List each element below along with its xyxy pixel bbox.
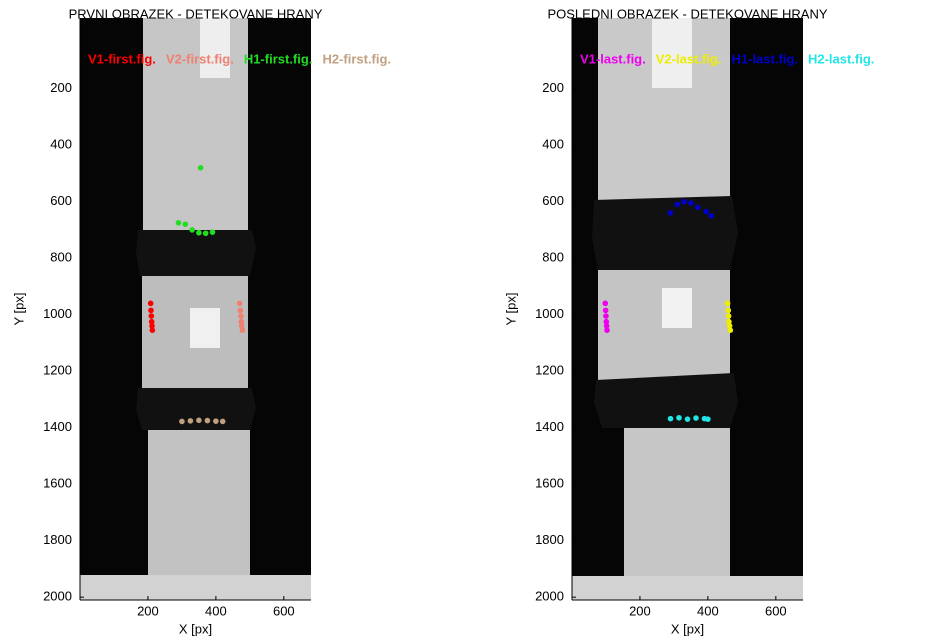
edge-point	[203, 230, 209, 236]
edge-point	[681, 199, 687, 205]
edge-point	[708, 213, 714, 219]
legend-entry: V1-last.fig.	[580, 51, 646, 66]
edge-point	[603, 308, 609, 314]
legend-entry: H2-first.fig.	[322, 51, 391, 66]
edge-point	[148, 308, 154, 314]
y-tick-label: 2000	[535, 589, 564, 604]
edge-point	[688, 200, 694, 206]
x-axis-label: X [px]	[179, 621, 212, 636]
edge-point	[198, 165, 204, 171]
figure: PRVNI OBRAZEK - DETEKOVANE HRANY 200 400 60…	[0, 0, 927, 642]
x-tick-label: 400	[697, 603, 719, 618]
y-tick-label: 800	[542, 250, 564, 265]
legend-entry: H2-last.fig.	[808, 51, 874, 66]
y-tick-label: 1800	[535, 532, 564, 547]
y-axis-label: Y [px]	[503, 292, 518, 325]
edge-point	[213, 418, 219, 424]
edge-point	[685, 416, 691, 422]
edge-point	[604, 327, 610, 333]
edge-point	[196, 418, 202, 424]
y-tick-label: 1600	[43, 476, 72, 491]
edge-point	[183, 221, 189, 227]
legend-entry: H1-last.fig.	[732, 51, 798, 66]
x-tick-label: 200	[137, 603, 159, 618]
y-tick-label: 600	[542, 193, 564, 208]
legend-entry: V2-last.fig.	[656, 51, 722, 66]
edge-point	[676, 415, 682, 421]
x-axis-label: X [px]	[671, 621, 704, 636]
edge-point	[728, 327, 734, 333]
edge-point	[176, 220, 182, 226]
edge-point	[693, 415, 699, 421]
y-tick-label: 200	[50, 80, 72, 95]
legend-entry: H1-first.fig.	[244, 51, 313, 66]
edge-point	[705, 416, 711, 422]
y-tick-label: 400	[50, 137, 72, 152]
edge-point	[726, 313, 732, 319]
edge-point	[668, 210, 674, 216]
edge-point	[189, 227, 195, 233]
y-tick-label: 600	[50, 193, 72, 208]
edge-point	[603, 313, 609, 319]
x-tick-label: 600	[273, 603, 295, 618]
edge-point	[695, 204, 701, 210]
edge-point	[179, 419, 185, 425]
y-tick-label: 1600	[535, 476, 564, 491]
edge-point	[196, 230, 202, 236]
x-tick-label: 400	[205, 603, 227, 618]
edge-point	[148, 301, 154, 307]
y-tick-label: 1200	[43, 363, 72, 378]
edge-point	[675, 202, 681, 208]
specimen-image	[80, 18, 311, 600]
y-tick-label: 400	[542, 137, 564, 152]
y-tick-label: 1800	[43, 532, 72, 547]
edge-point	[210, 229, 216, 235]
legend-entry: V2-first.fig.	[166, 51, 234, 66]
edge-point	[237, 301, 243, 307]
y-tick-label: 800	[50, 250, 72, 265]
x-tick-label: 600	[765, 603, 787, 618]
y-axis-label: Y [px]	[11, 292, 26, 325]
edge-point	[188, 418, 194, 424]
y-tick-label: 1000	[43, 306, 72, 321]
chart-title: POSLEDNI OBRAZEK - DETEKOVANE HRANY	[547, 6, 827, 21]
x-tick-label: 200	[629, 603, 651, 618]
y-tick-label: 200	[542, 80, 564, 95]
y-tick-label: 2000	[43, 589, 72, 604]
edge-point	[205, 418, 211, 424]
edge-point	[725, 308, 731, 314]
edge-point	[725, 301, 731, 307]
chart-title: PRVNI OBRAZEK - DETEKOVANE HRANY	[69, 6, 323, 21]
edge-point	[602, 301, 608, 307]
edge-point	[149, 313, 155, 319]
edge-point	[240, 327, 246, 333]
edge-point	[150, 327, 156, 333]
y-tick-label: 1200	[535, 363, 564, 378]
y-tick-label: 1400	[43, 419, 72, 434]
edge-point	[703, 209, 709, 215]
edge-point	[238, 308, 244, 314]
edge-point	[668, 416, 674, 422]
y-tick-label: 1000	[535, 306, 564, 321]
y-tick-label: 1400	[535, 419, 564, 434]
edge-point	[238, 313, 244, 319]
legend-entry: V1-first.fig.	[88, 51, 156, 66]
edge-point	[220, 419, 226, 425]
